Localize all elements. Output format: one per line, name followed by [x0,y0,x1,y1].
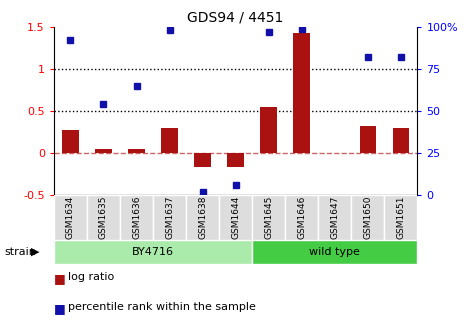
FancyBboxPatch shape [351,195,385,240]
Bar [260,107,277,153]
Bar [161,128,178,153]
Text: GSM1650: GSM1650 [363,196,372,239]
Text: GSM1638: GSM1638 [198,196,207,239]
Text: GSM1634: GSM1634 [66,196,75,239]
Bar [95,149,112,153]
Text: log ratio: log ratio [68,272,114,282]
Text: GSM1637: GSM1637 [165,196,174,239]
Text: GSM1651: GSM1651 [396,196,405,239]
Text: wild type: wild type [310,247,360,257]
Text: GSM1644: GSM1644 [231,196,240,239]
Text: BY4716: BY4716 [132,247,174,257]
Bar [62,130,79,153]
FancyBboxPatch shape [252,240,417,264]
FancyBboxPatch shape [54,240,252,264]
Text: GSM1645: GSM1645 [264,196,273,239]
FancyBboxPatch shape [285,195,318,240]
FancyBboxPatch shape [318,195,351,240]
Text: GSM1646: GSM1646 [297,196,306,239]
Text: strain: strain [5,247,37,257]
FancyBboxPatch shape [54,195,87,240]
Text: ▶: ▶ [30,247,39,257]
Bar [360,126,376,153]
Text: GSM1635: GSM1635 [99,196,108,239]
FancyBboxPatch shape [120,195,153,240]
FancyBboxPatch shape [87,195,120,240]
FancyBboxPatch shape [186,195,219,240]
Title: GDS94 / 4451: GDS94 / 4451 [188,10,284,24]
Bar [393,128,409,153]
Text: GSM1636: GSM1636 [132,196,141,239]
Text: percentile rank within the sample: percentile rank within the sample [68,302,256,312]
Bar [294,33,310,153]
Text: ■: ■ [54,272,66,285]
Bar [227,153,244,167]
FancyBboxPatch shape [252,195,285,240]
Bar [129,149,145,153]
FancyBboxPatch shape [219,195,252,240]
Text: GSM1647: GSM1647 [330,196,339,239]
FancyBboxPatch shape [385,195,417,240]
FancyBboxPatch shape [153,195,186,240]
Text: ■: ■ [54,302,66,316]
Bar [194,153,211,167]
